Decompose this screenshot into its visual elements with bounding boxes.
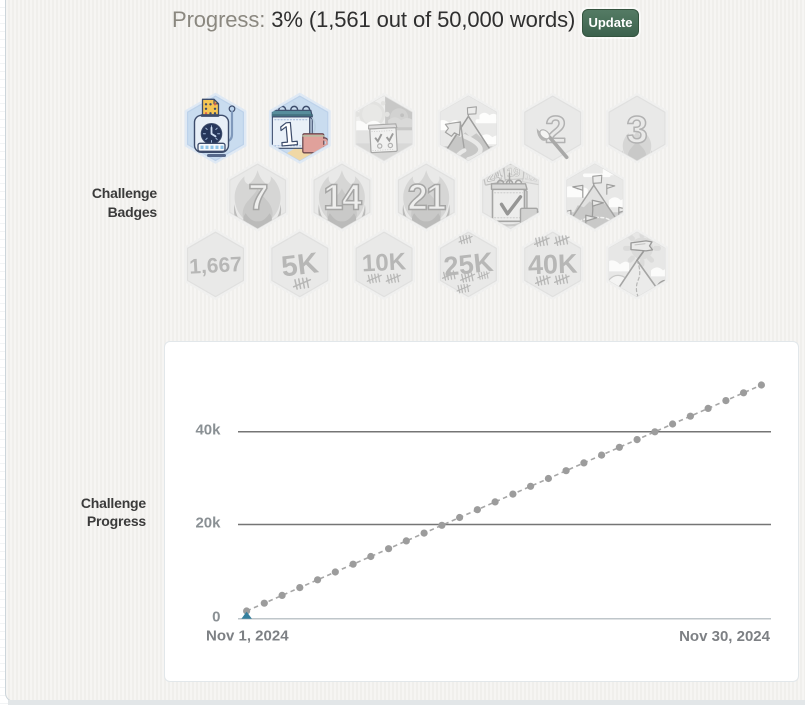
- svg-text:7: 7: [248, 176, 267, 217]
- svg-text:0: 0: [212, 609, 220, 626]
- svg-text:2: 2: [545, 109, 566, 151]
- svg-text:40k: 40k: [195, 422, 221, 439]
- svg-text:21: 21: [408, 176, 447, 217]
- svg-text:3: 3: [626, 109, 647, 151]
- svg-text:14: 14: [323, 176, 362, 217]
- svg-text:20k: 20k: [195, 514, 221, 531]
- svg-text:Nov 30, 2024: Nov 30, 2024: [679, 628, 771, 645]
- svg-text:1: 1: [277, 115, 299, 153]
- svg-text:1,667: 1,667: [189, 253, 243, 279]
- svg-text:10K: 10K: [361, 248, 407, 277]
- svg-text:40K: 40K: [527, 249, 578, 281]
- svg-text:5K: 5K: [280, 247, 321, 283]
- svg-text:Nov 1, 2024: Nov 1, 2024: [206, 628, 289, 645]
